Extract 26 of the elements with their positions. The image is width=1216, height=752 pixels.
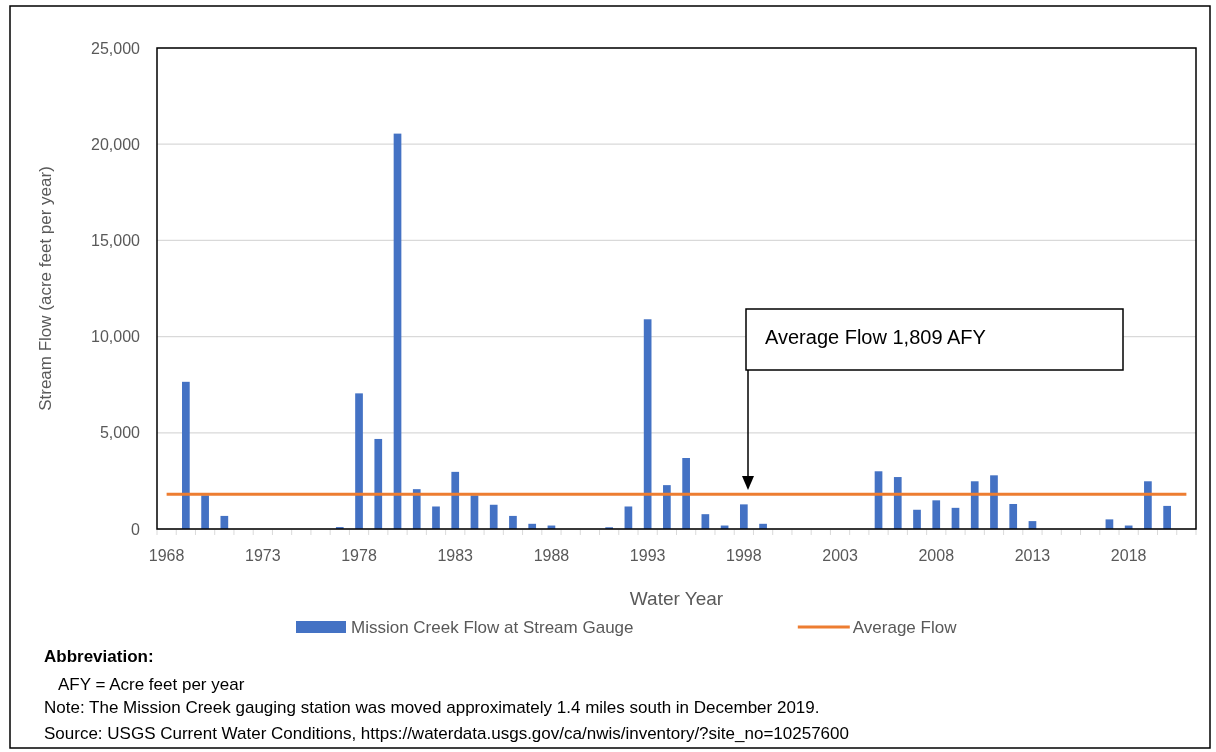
x-tick-label: 2003 (822, 547, 858, 564)
y-tick-label: 0 (131, 520, 141, 538)
x-tick-label: 1973 (245, 547, 281, 564)
text: Note: The Mission Creek gauging station was moved approximately 1.4 miles south in December 2019. (44, 698, 820, 717)
text: AFY = Acre feet per year (58, 675, 245, 694)
x-tick-label: 1993 (629, 547, 666, 564)
legend-label: Average Flow (852, 617, 958, 637)
y-tick-label: 10,000 (91, 328, 141, 346)
x-axis-title: Water Year (629, 588, 724, 609)
y-tick-label: 5,000 (99, 424, 141, 442)
x-tick-label: 2013 (1014, 547, 1051, 564)
legend-label: Mission Creek Flow at Stream Gauge (351, 617, 634, 637)
source-note: Source: USGS Current Water Conditions, https://waterdata.usgs.gov/ca/nwis/inventory/?site_no=10257600 (44, 724, 849, 743)
x-tick-label: 1988 (533, 547, 570, 564)
y-tick-label: 20,000 (91, 135, 141, 153)
x-tick-label: 2018 (1110, 547, 1147, 564)
y-tick-label: 15,000 (91, 232, 141, 249)
x-tick-label: 1983 (437, 547, 474, 564)
x-tick-label: 1968 (148, 547, 185, 564)
annotation: Average Flow 1,809 AFY (765, 326, 986, 348)
x-tick-label: 1978 (341, 547, 377, 564)
text: Abbreviation: (44, 647, 154, 666)
x-tick-label: 1998 (726, 547, 762, 564)
y-tick-label: 25,000 (91, 39, 141, 57)
y-axis-title: Stream Flow (acre feet per year) (36, 166, 55, 411)
x-tick-label: 2008 (918, 547, 955, 564)
